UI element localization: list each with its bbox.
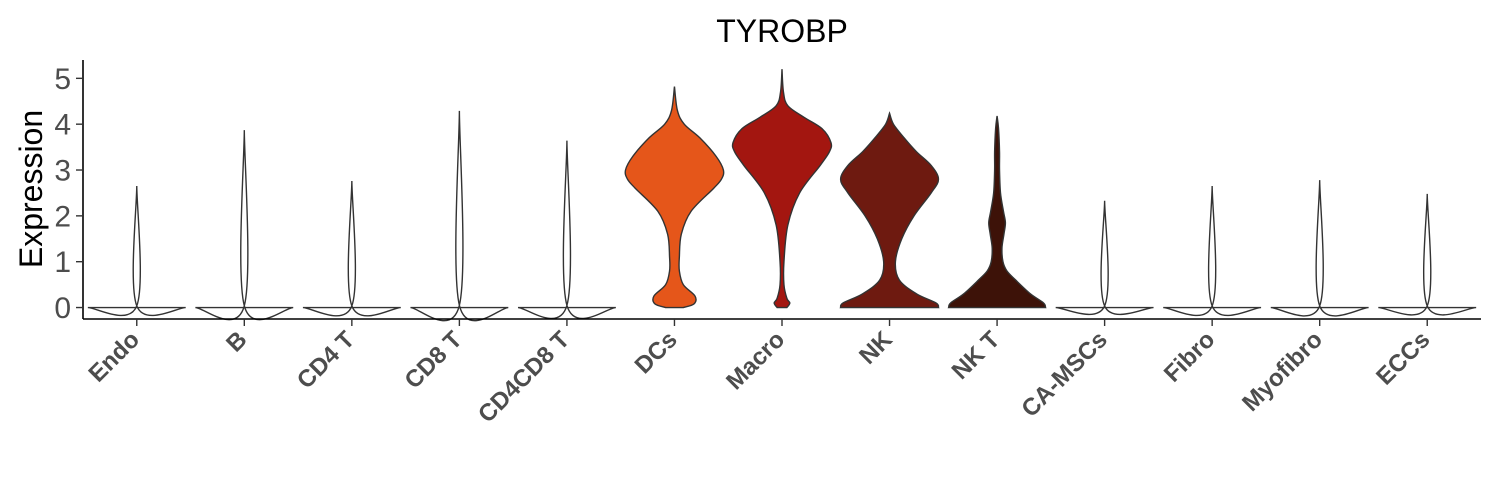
violin-b	[195, 130, 294, 321]
x-tick-label: NK T	[947, 326, 1006, 385]
violin-myofibro	[1270, 180, 1369, 317]
violin-fibro	[1163, 186, 1262, 317]
violin-dcs	[624, 86, 725, 309]
x-tick-label: CD4 T	[292, 326, 360, 394]
violin-endo	[87, 186, 186, 317]
x-axis: Endo B CD4 T CD8 T CD4CD8 T DCs Macro NK NK T CA-…	[83, 318, 1481, 428]
x-tick-label: CA-MSCs	[1016, 326, 1112, 422]
chart-title: TYROBP	[716, 13, 848, 49]
x-tick-label: Endo	[83, 326, 145, 388]
x-tick-label: CD8 T	[400, 326, 468, 394]
x-tick-label: DCs	[630, 326, 683, 379]
x-tick-label: CD4CD8 T	[473, 326, 575, 428]
violin-cd4cd8-t	[517, 140, 616, 320]
y-tick-label: 1	[54, 246, 71, 279]
x-tick-label: Macro	[721, 326, 790, 395]
violin-eccs	[1378, 193, 1477, 316]
y-axis-label: Expression	[13, 110, 49, 268]
y-axis: 0 1 2 3 4 5	[54, 60, 84, 325]
y-tick-label: 4	[54, 109, 71, 142]
y-tick-label: 5	[54, 63, 71, 96]
violin-cd8-t	[410, 110, 509, 322]
violin-nk-t	[947, 115, 1047, 309]
y-tick-label: 0	[54, 292, 71, 325]
y-tick-label: 2	[54, 200, 71, 233]
violin-cd4-t	[302, 181, 401, 317]
x-tick-label: Fibro	[1159, 326, 1221, 388]
y-tick-label: 3	[54, 155, 71, 188]
x-tick-label: ECCs	[1371, 326, 1435, 390]
x-tick-label: NK	[854, 326, 898, 370]
x-tick-label: Myofibro	[1237, 326, 1328, 417]
x-tick-label: B	[221, 326, 252, 357]
violins-group	[87, 69, 1477, 322]
violin-nk	[839, 111, 940, 309]
violin-ca-mscs	[1055, 200, 1154, 316]
violin-macro	[731, 69, 833, 309]
